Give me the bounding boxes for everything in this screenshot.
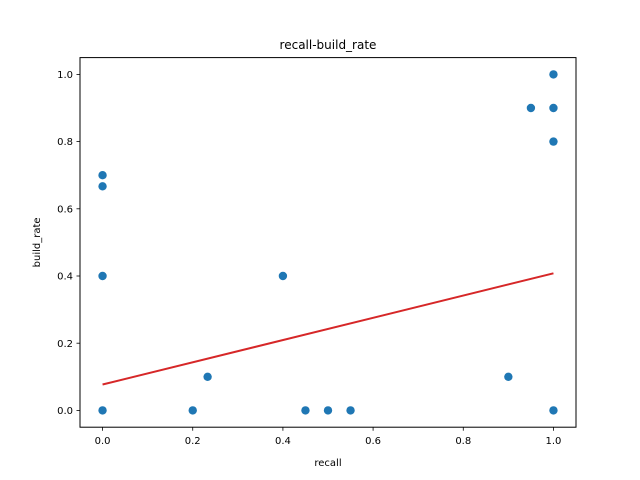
scatter-point-3 bbox=[98, 271, 107, 281]
scatter-point-14 bbox=[549, 137, 558, 146]
x-tick-label: 0.6 bbox=[365, 436, 381, 447]
x-tick-label: 0.0 bbox=[95, 436, 111, 447]
axes: 0.0 0.2 0.4 0.6 0.8 1.0 0.0 0.2 0.4 0.6 0.8 1.0 bbox=[57, 70, 561, 447]
y-tick-label: 0.0 bbox=[57, 406, 73, 417]
scatter-point-0 bbox=[98, 406, 107, 415]
x-tick-label: 0.8 bbox=[455, 436, 471, 447]
chart-title: recall-build_rate bbox=[280, 38, 377, 52]
scatter-point-10 bbox=[504, 372, 513, 381]
scatter-point-8 bbox=[323, 406, 333, 415]
y-axis-label: build_rate bbox=[32, 217, 43, 267]
x-axis-label: recall bbox=[314, 458, 341, 469]
plot-frame bbox=[79, 57, 577, 428]
x-tick-label: 1.0 bbox=[546, 436, 562, 447]
plot-marks bbox=[98, 70, 558, 415]
scatter-point-6 bbox=[278, 271, 288, 281]
x-tick-label: 0.4 bbox=[275, 436, 291, 447]
scatter-point-13 bbox=[549, 103, 558, 113]
x-tick-label: 0.2 bbox=[185, 436, 201, 447]
scatter-point-15 bbox=[549, 406, 558, 415]
scatter-point-12 bbox=[549, 70, 558, 79]
scatter-point-1 bbox=[98, 171, 107, 180]
scatter-point-4 bbox=[188, 406, 197, 415]
scatter-point-11 bbox=[526, 103, 536, 113]
y-tick-label: 0.4 bbox=[57, 272, 73, 283]
scatter-point-9 bbox=[346, 406, 355, 415]
trend-line bbox=[102, 272, 554, 386]
scatter-point-5 bbox=[203, 372, 212, 381]
y-tick-label: 0.6 bbox=[57, 204, 73, 215]
scatter-point-2 bbox=[98, 182, 107, 191]
y-tick-label: 0.2 bbox=[57, 339, 73, 350]
y-tick-label: 0.8 bbox=[57, 137, 73, 148]
y-tick-label: 1.0 bbox=[57, 70, 73, 81]
scatter-point-7 bbox=[301, 406, 310, 415]
